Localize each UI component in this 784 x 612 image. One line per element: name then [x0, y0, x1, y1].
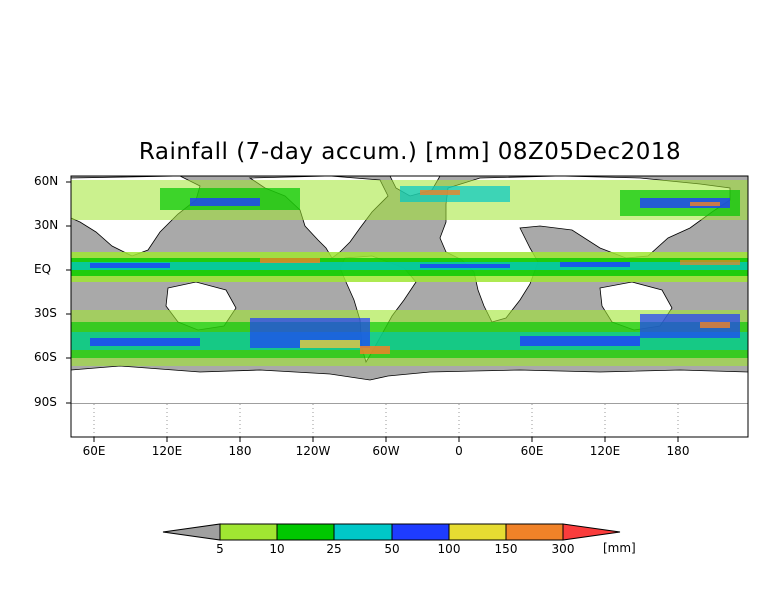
antarctica — [71, 365, 748, 404]
lon-label-120w: 120W — [295, 444, 331, 458]
lat-label-60s: 60S — [34, 350, 57, 364]
lat-label-60n: 60N — [34, 174, 59, 188]
colorbar — [162, 523, 621, 541]
lon-label-60e: 60E — [82, 444, 106, 458]
lat-label-eq: EQ — [34, 262, 52, 276]
itcz-band — [71, 252, 748, 282]
colorbar-label-25: 25 — [326, 542, 342, 556]
lon-label-180-repeat: 180 — [666, 444, 690, 458]
lon-label-60e-repeat: 60E — [520, 444, 544, 458]
colorbar-bin-50-100 — [391, 523, 450, 541]
colorbar-bin-100-150 — [448, 523, 507, 541]
colorbar-bin-150-300 — [505, 523, 564, 541]
colorbar-high-arrow — [562, 523, 621, 541]
colorbar-low-arrow — [162, 523, 221, 541]
latitude-ticks — [66, 181, 71, 404]
lon-label-120e: 120E — [151, 444, 183, 458]
colorbar-label-5: 5 — [216, 542, 224, 556]
longitude-ticks — [93, 437, 679, 442]
lat-label-30n: 30N — [34, 218, 59, 232]
colorbar-bin-5-10 — [219, 523, 278, 541]
colorbar-label-150: 150 — [494, 542, 518, 556]
northern-storm-track — [71, 180, 748, 220]
lon-label-120e-repeat: 120E — [589, 444, 621, 458]
colorbar-label-10: 10 — [269, 542, 285, 556]
longitude-gridlines — [93, 404, 679, 437]
colorbar-bin-10-25 — [276, 523, 335, 541]
rainfall-shading — [71, 180, 748, 366]
map-title: Rainfall (7-day accum.) [mm] 08Z05Dec201… — [138, 139, 682, 165]
colorbar-label-50: 50 — [384, 542, 400, 556]
lat-label-30s: 30S — [34, 306, 57, 320]
lat-label-90s: 90S — [34, 395, 57, 409]
colorbar-label-300: 300 — [551, 542, 575, 556]
lon-label-180: 180 — [228, 444, 252, 458]
colorbar-unit: [mm] — [603, 541, 636, 555]
colorbar-label-100: 100 — [437, 542, 461, 556]
lon-label-60w: 60W — [372, 444, 400, 458]
lon-label-0: 0 — [455, 444, 463, 458]
empty-plot-area — [71, 404, 748, 437]
plot-frame — [70, 175, 749, 438]
colorbar-bin-25-50 — [333, 523, 393, 541]
southern-storm-track — [71, 310, 748, 366]
